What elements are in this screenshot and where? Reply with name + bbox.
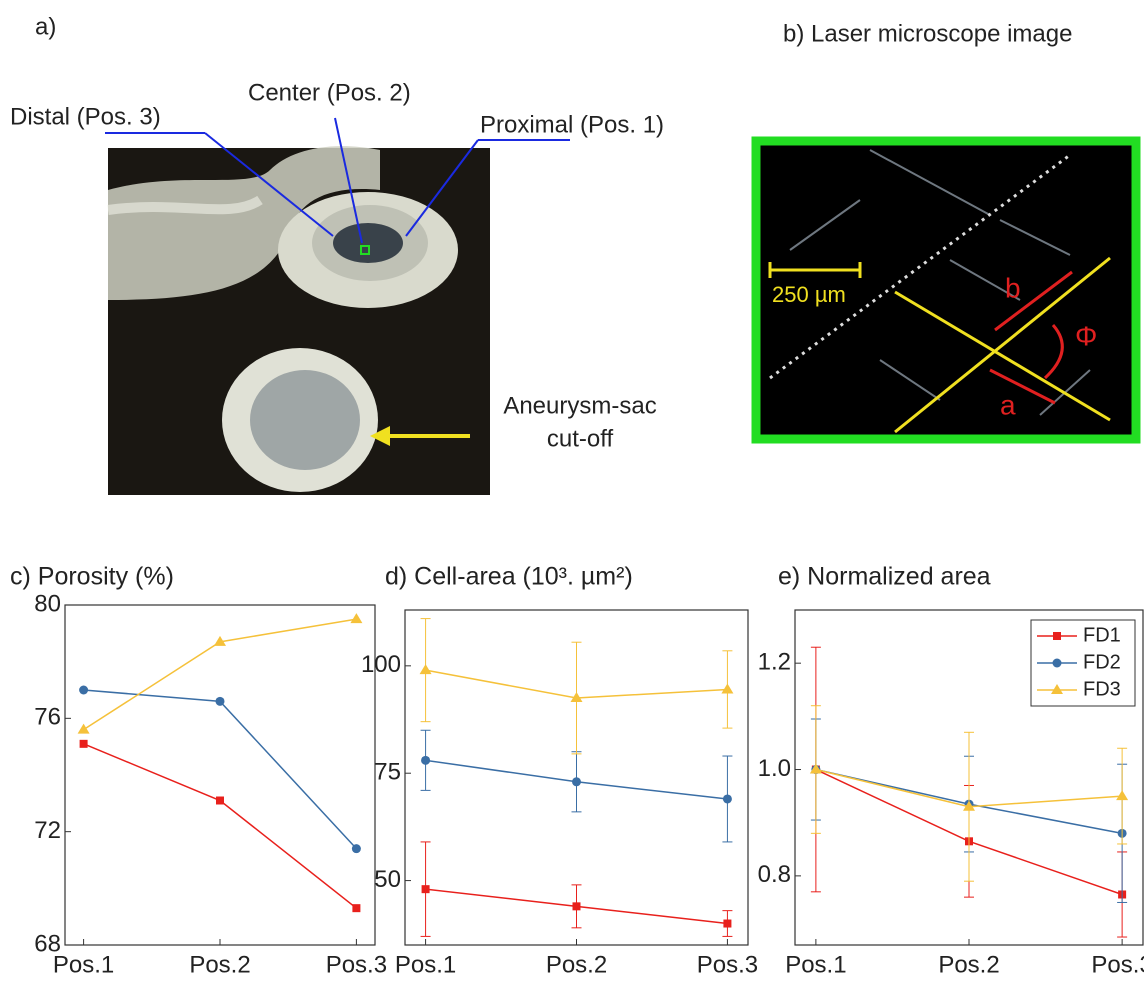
y-tick-label: 80: [34, 590, 61, 617]
plot-frame: [64, 604, 376, 946]
marker: [216, 796, 224, 805]
y-tick-label: 1.0: [758, 755, 791, 782]
x-tick-label: Pos.3: [326, 951, 387, 978]
legend-label: FD3: [1083, 678, 1121, 700]
marker: [215, 696, 225, 706]
panel-label: b) Laser microscope image: [783, 20, 1072, 47]
marker: [421, 885, 430, 894]
series-line: [83, 689, 357, 850]
marker: [570, 692, 583, 703]
annotation: Proximal (Pos. 1): [480, 111, 664, 138]
marker: [572, 777, 581, 787]
marker: [1116, 790, 1129, 801]
x-tick-label: Pos.3: [697, 951, 758, 978]
x-tick-label: Pos.1: [785, 951, 846, 978]
marker: [214, 635, 226, 646]
legend-label: FD1: [1083, 624, 1121, 646]
marker: [572, 902, 581, 911]
marker: [79, 739, 88, 748]
chart-title: c) Porosity (%): [10, 563, 174, 591]
x-tick-label: Pos.3: [1091, 951, 1144, 978]
marker: [79, 685, 89, 695]
y-tick-label: 76: [34, 704, 61, 731]
y-tick-label: 100: [361, 651, 401, 678]
annotation: Aneurysm-sac: [503, 392, 656, 419]
y-tick-label: 68: [34, 930, 61, 957]
y-tick-label: 72: [34, 817, 61, 844]
chart-title: e) Normalized area: [778, 563, 991, 591]
x-tick-label: Pos.1: [53, 951, 114, 978]
annotation: cut-off: [547, 425, 614, 452]
marker: [77, 723, 90, 734]
y-tick-label: 0.8: [758, 861, 791, 888]
marker: [352, 904, 361, 913]
marker: [721, 683, 734, 694]
panel-label: a): [35, 13, 56, 40]
chart-title: d) Cell-area (10³. µm²): [385, 563, 633, 591]
x-tick-label: Pos.2: [189, 951, 250, 978]
y-tick-label: 75: [374, 759, 401, 786]
marker: [809, 763, 822, 774]
annotation-arrow: [105, 117, 570, 244]
photo: [107, 146, 490, 495]
marker: [419, 664, 432, 675]
marker: [351, 844, 361, 854]
marker: [350, 613, 363, 624]
annotation: Distal (Pos. 3): [10, 103, 161, 130]
annotation: a: [1000, 389, 1016, 420]
x-tick-label: Pos.2: [938, 951, 999, 978]
y-tick-label: 50: [374, 866, 401, 893]
y-tick-label: 1.2: [758, 649, 791, 676]
annotation-arrow: [370, 426, 390, 446]
scale-label: 250 µm: [772, 282, 846, 307]
marker: [1052, 658, 1062, 668]
x-tick-label: Pos.2: [546, 951, 607, 978]
marker: [723, 919, 732, 928]
legend-label: FD2: [1083, 651, 1121, 673]
annotation: b: [1005, 272, 1021, 303]
series-line: [83, 743, 357, 909]
x-tick-label: Pos.1: [395, 951, 456, 978]
marker: [421, 755, 431, 765]
marker: [722, 794, 732, 804]
series-line: [83, 618, 357, 731]
marker: [1051, 684, 1063, 694]
microscope-image: [751, 136, 1141, 444]
annotation: Φ: [1075, 320, 1097, 351]
marker: [963, 800, 975, 811]
annotation: Center (Pos. 2): [248, 79, 411, 106]
marker: [1053, 632, 1061, 640]
